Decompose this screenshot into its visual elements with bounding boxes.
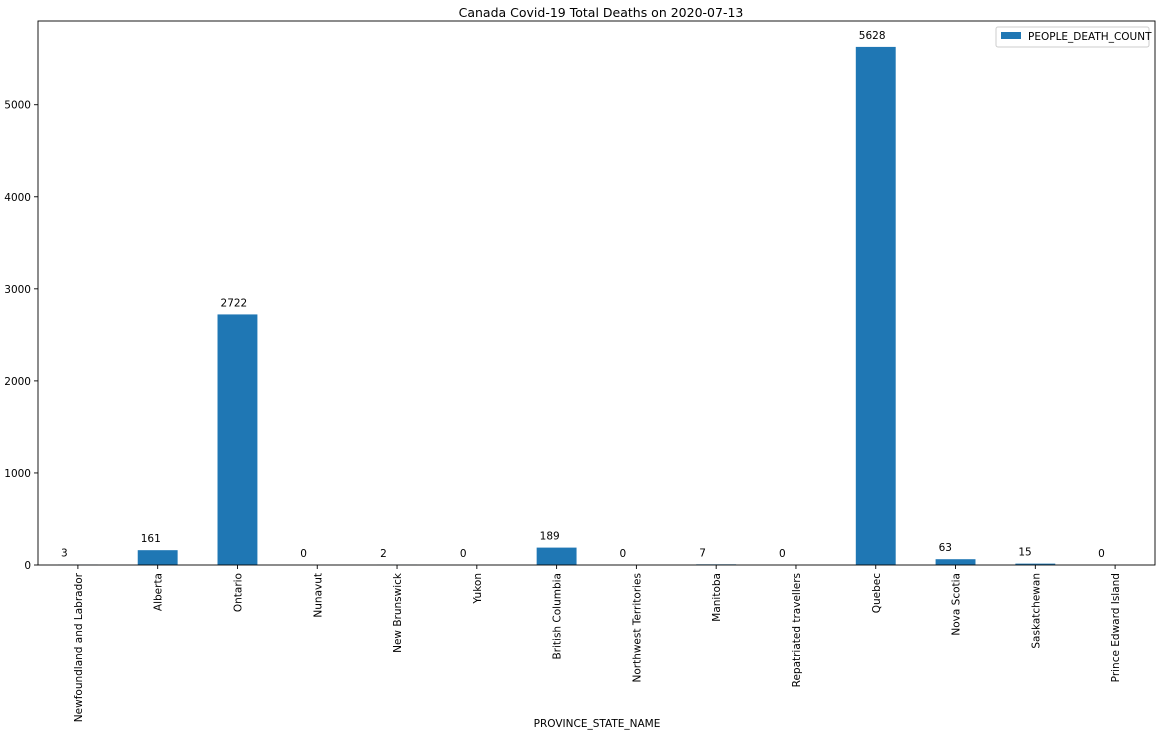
data-label: 0: [619, 548, 626, 560]
axes-frame: [37, 20, 1156, 566]
legend-swatch: [1001, 32, 1021, 39]
y-tick-label: 4000: [4, 192, 31, 204]
x-axis-label: PROVINCE_STATE_NAME: [534, 718, 661, 730]
y-tick-label: 0: [24, 560, 31, 572]
legend-frame: [995, 26, 1150, 48]
data-label: 15: [1018, 547, 1031, 559]
x-tick-label: Ontario: [232, 573, 244, 612]
data-label: 5628: [859, 30, 886, 42]
x-tick-label: Newfoundland and Labrador: [73, 572, 85, 722]
data-label: 0: [300, 548, 307, 560]
x-tick-label: New Brunswick: [392, 572, 404, 653]
y-tick-label: 2000: [4, 376, 31, 388]
y-tick-label: 1000: [4, 468, 31, 480]
x-tick-label: Nova Scotia: [951, 573, 963, 636]
data-label: 0: [779, 548, 786, 560]
y-tick-label: 3000: [4, 284, 31, 296]
data-label: 7: [699, 547, 706, 559]
data-label: 2: [380, 548, 387, 560]
x-tick-label: British Columbia: [552, 573, 564, 660]
x-tick-label: Prince Edward Island: [1110, 573, 1122, 682]
data-label: 0: [460, 548, 467, 560]
bar: [536, 547, 577, 565]
data-label: 161: [141, 533, 161, 545]
data-label: 189: [540, 531, 560, 543]
x-tick-label: Quebec: [871, 573, 883, 614]
x-tick-label: Alberta: [153, 573, 165, 611]
bar: [1015, 563, 1056, 565]
x-tick-label: Yukon: [472, 573, 484, 605]
plot-area: 3 161 2722 0 2 0 189 0 7 0 5628 63 15 0 0 1000 2000 3000 4…: [4, 20, 1156, 722]
bar: [935, 559, 976, 565]
y-tick-label: 5000: [4, 100, 31, 112]
legend-label: PEOPLE_DEATH_COUNT: [1028, 31, 1152, 43]
data-label: 2722: [221, 297, 248, 309]
x-tick-label: Manitoba: [711, 573, 723, 622]
bar: [137, 550, 178, 565]
data-label: 0: [1098, 548, 1105, 560]
bar: [855, 46, 896, 565]
x-tick-label: Saskatchewan: [1030, 573, 1042, 649]
data-label: 3: [61, 548, 68, 560]
bar: [217, 314, 258, 565]
x-tick-label: Nunavut: [312, 573, 324, 618]
x-tick-label: Repatriated travellers: [791, 573, 803, 687]
chart-title: Canada Covid-19 Total Deaths on 2020-07-…: [459, 5, 744, 20]
x-tick-label: Northwest Territories: [631, 573, 643, 683]
legend: PEOPLE_DEATH_COUNT: [995, 26, 1152, 48]
data-label: 63: [939, 542, 952, 554]
